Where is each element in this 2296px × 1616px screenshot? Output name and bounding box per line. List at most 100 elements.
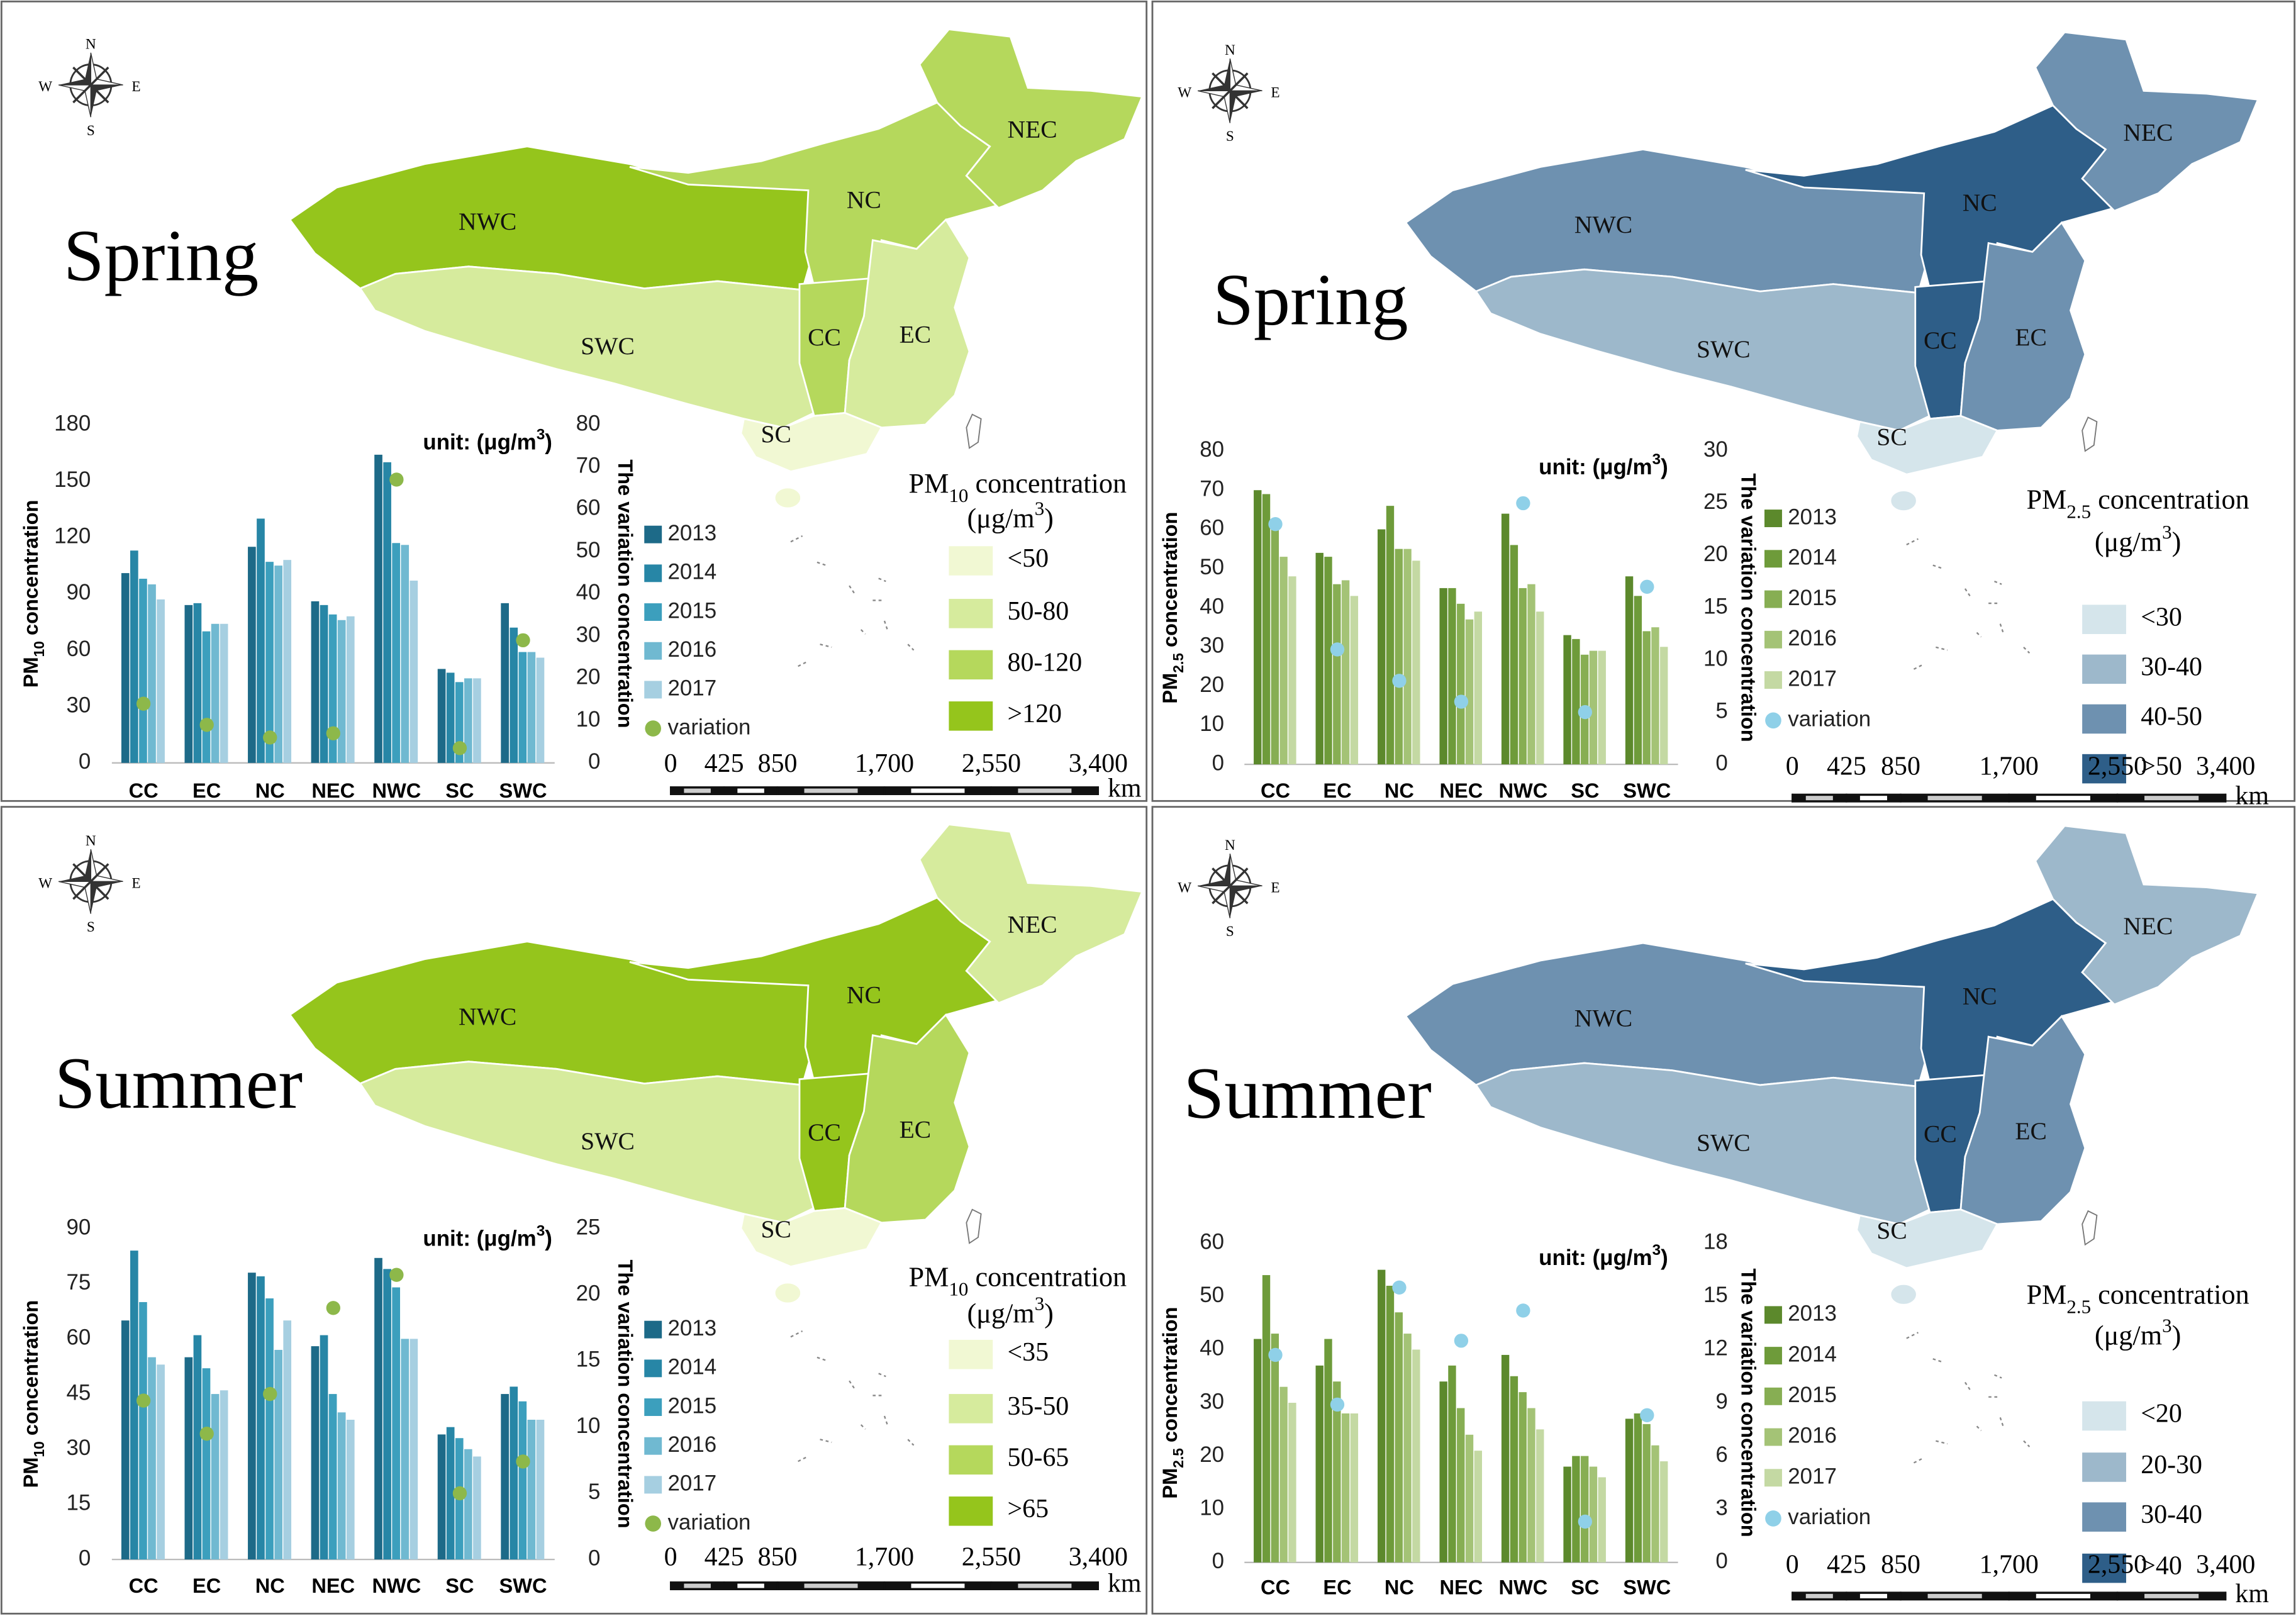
y2-tick-label: 9	[1715, 1389, 1727, 1413]
bar	[346, 1420, 355, 1560]
compass-letter: W	[38, 875, 52, 891]
bar	[1439, 1381, 1447, 1563]
variation-dot	[516, 633, 530, 648]
y-axis-title-part: concentration	[20, 500, 42, 641]
y-tick-label: 20	[1200, 1442, 1224, 1467]
bar	[1254, 490, 1262, 765]
scale-bar-inner	[1927, 796, 1982, 801]
y-tick-label: 0	[79, 749, 91, 774]
legend-label: 2014	[1788, 1342, 1837, 1366]
y2-tick-label: 10	[576, 707, 601, 732]
legend-label: 2016	[667, 1432, 716, 1457]
bar	[1589, 650, 1598, 765]
y-tick-label: 0	[79, 1546, 91, 1570]
x-tick-label: CC	[129, 1574, 159, 1597]
legend-swatch	[1764, 671, 1782, 689]
map-legend-label: 35-50	[1008, 1392, 1069, 1421]
bar	[1659, 1461, 1668, 1563]
x-tick-label: NC	[1385, 779, 1414, 802]
bar	[202, 631, 211, 763]
compass-diag	[1212, 72, 1249, 109]
y2-tick-label: 80	[576, 411, 601, 435]
legend-label: variation	[667, 715, 750, 739]
bar	[202, 1368, 211, 1560]
variation-dot	[1454, 1334, 1469, 1348]
map: NWC SWC NC NEC CC EC SC	[1404, 31, 2260, 670]
scale-bar-inner	[2036, 1593, 2090, 1598]
sea-islands	[790, 1330, 915, 1463]
bar	[1625, 1418, 1634, 1563]
bar	[1651, 627, 1659, 765]
compass-diag	[72, 66, 109, 104]
legend-swatch	[644, 1476, 662, 1494]
x-tick-label: NWC	[372, 779, 421, 802]
scale-bar-inner	[1805, 1593, 1833, 1598]
bar	[1465, 1434, 1474, 1563]
legend-label: variation	[1788, 1505, 1871, 1529]
map-legend-unit-part: (μg/m	[2095, 527, 2162, 557]
map-legend-title-part: PM	[2026, 484, 2066, 515]
bar	[283, 560, 292, 763]
region-label: SC	[761, 420, 791, 448]
region-label: NEC	[1008, 911, 1057, 939]
region	[1959, 221, 2087, 432]
legend-label: 2014	[667, 1355, 716, 1379]
scale-bar-inner	[684, 788, 711, 793]
y-axis-title: PM2.5 concentration	[1159, 1307, 1186, 1499]
bar	[410, 1339, 418, 1560]
legend-label: variation	[667, 1510, 750, 1534]
legend-label: 2014	[667, 560, 716, 584]
bar	[464, 678, 472, 763]
map-legend-label: 50-65	[1008, 1443, 1069, 1472]
bar	[1271, 529, 1279, 765]
compass-letter: N	[86, 36, 96, 53]
bar	[1598, 650, 1606, 765]
variation-dot	[389, 472, 404, 487]
y2-tick-label: 60	[576, 496, 601, 520]
compass-letter: W	[1178, 879, 1191, 896]
bar	[1341, 1413, 1350, 1563]
map-legend-label: >65	[1008, 1495, 1049, 1524]
season-title: Summer	[55, 1043, 303, 1124]
scale-tick-label: 3,400	[1069, 1543, 1128, 1572]
map-legend-label: <30	[2141, 603, 2182, 632]
compass-letter: S	[87, 919, 95, 935]
bar	[1262, 494, 1271, 765]
x-tick-label: CC	[129, 779, 159, 802]
y2-tick-label: 15	[1703, 594, 1728, 618]
y-tick-label: 0	[1212, 750, 1224, 775]
legend-swatch	[1764, 510, 1782, 528]
compass-diag	[72, 863, 109, 900]
unit-label-sup: 3	[1652, 451, 1661, 468]
legend-swatch	[644, 681, 662, 699]
region-label: CC	[1924, 326, 1957, 354]
region-label: SWC	[581, 332, 635, 360]
y2-tick-label: 25	[1703, 489, 1728, 514]
bar	[510, 1386, 518, 1560]
scale-tick-label: 850	[758, 1543, 798, 1572]
legend-label: 2017	[1788, 1464, 1837, 1488]
variation-dot	[136, 696, 151, 711]
map-legend-title: PM10 concentration	[909, 468, 1127, 506]
unit-label-part: unit: (μg/m	[1539, 455, 1652, 479]
map-legend-label: 30-40	[2141, 652, 2202, 681]
legend-swatch	[1764, 1428, 1782, 1446]
bar	[1589, 1466, 1598, 1563]
legend-label: 2013	[1788, 1301, 1837, 1326]
legend-label: 2016	[1788, 626, 1837, 650]
y-axis-title-part: PM	[20, 1457, 42, 1488]
bar	[1519, 588, 1527, 765]
scale-tick-label: 425	[1827, 1550, 1866, 1579]
island	[774, 487, 802, 509]
bar	[1598, 1477, 1606, 1563]
legend-swatch	[644, 1359, 662, 1378]
bar	[220, 623, 228, 763]
y-tick-label: 30	[1200, 1389, 1224, 1413]
map-legend-swatch	[949, 1496, 993, 1526]
bar	[1474, 611, 1482, 765]
legend-label: 2017	[1788, 666, 1837, 691]
bar	[1536, 611, 1544, 765]
bar	[383, 462, 391, 763]
